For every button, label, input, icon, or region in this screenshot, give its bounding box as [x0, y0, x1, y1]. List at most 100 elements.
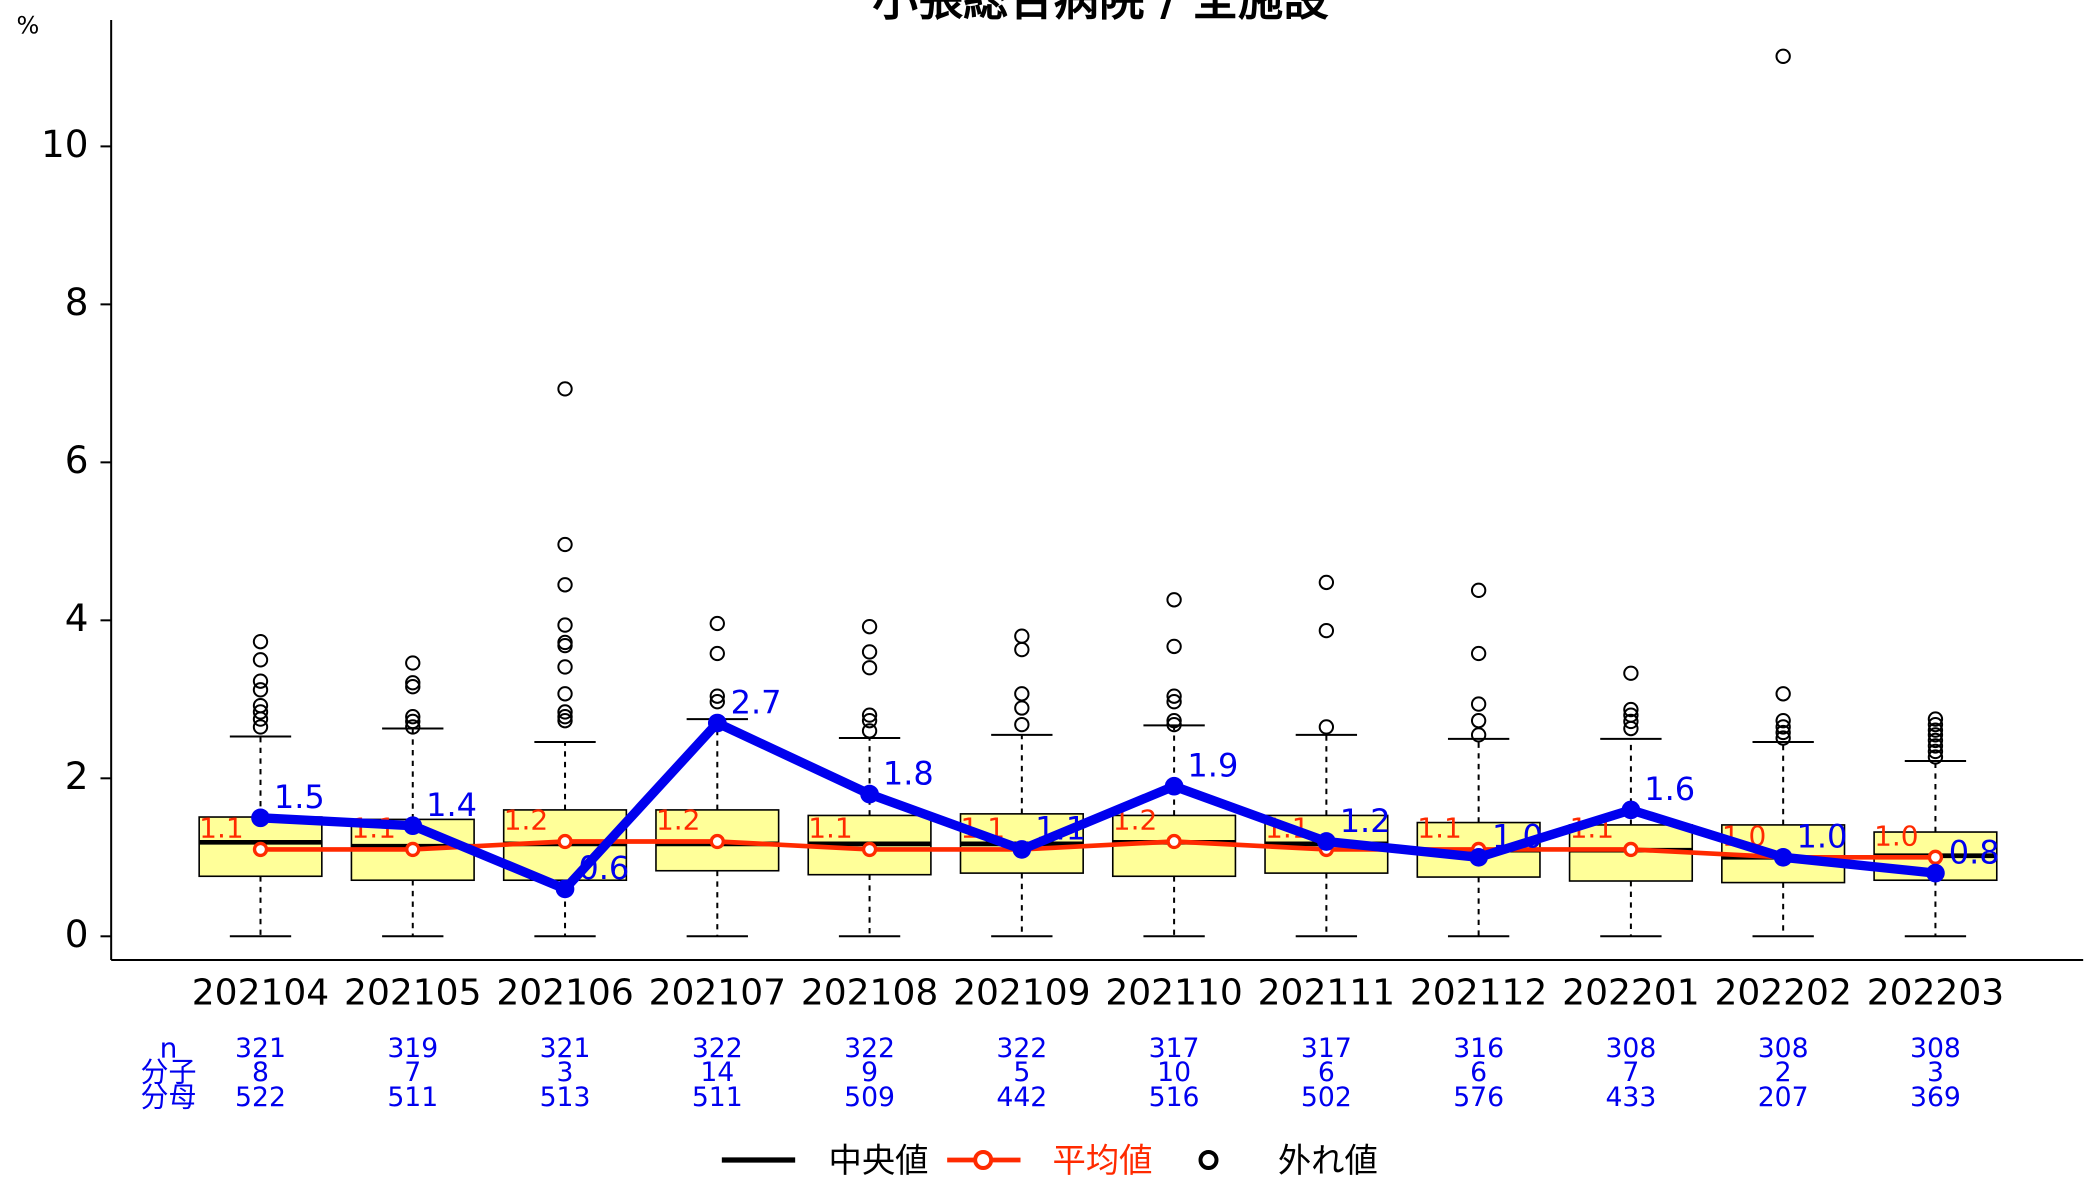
outlier: [1775, 712, 1791, 729]
x-tick-label: 202107: [649, 973, 786, 1014]
table-cell: 6: [1318, 1057, 1335, 1088]
mean-label: 1.1: [199, 811, 244, 844]
outlier: [405, 709, 421, 725]
table-cell: 321: [235, 1033, 286, 1064]
table-cell: 10: [1157, 1057, 1191, 1088]
outlier: [1927, 711, 1944, 727]
outlier: [405, 655, 421, 671]
mean-point: [861, 841, 878, 858]
hospital-label: 1.1: [1035, 810, 1086, 848]
table-cell: 502: [1301, 1082, 1352, 1113]
outlier: [1927, 732, 1944, 749]
outlier: [861, 712, 878, 729]
mean-point: [557, 833, 573, 850]
hospital-point: [1621, 800, 1641, 820]
hospital-label: 1.9: [1187, 747, 1238, 785]
outlier: [861, 660, 878, 676]
outlier: [405, 675, 421, 691]
outlier: [1623, 720, 1639, 737]
table-cell: 513: [540, 1082, 591, 1113]
hospital-point: [403, 816, 423, 836]
x-tick-label: 202112: [1410, 973, 1547, 1014]
outlier: [1318, 574, 1335, 591]
outlier: [1014, 628, 1030, 644]
outlier: [557, 686, 573, 702]
outlier: [1014, 641, 1030, 658]
outlier: [1927, 738, 1944, 754]
x-tick-label: 202110: [1105, 973, 1242, 1014]
legend-outlier-key: [1198, 1150, 1219, 1170]
outlier: [1775, 730, 1791, 746]
outlier: [1166, 716, 1182, 733]
outlier: [1318, 622, 1335, 639]
table-cell: 7: [404, 1057, 421, 1088]
outlier: [1775, 724, 1791, 741]
table-cell: 308: [1910, 1033, 1961, 1064]
x-tick-label: 202108: [801, 973, 938, 1014]
outlier: [1166, 688, 1182, 704]
x-tick-label: 202109: [953, 973, 1090, 1014]
y-tick-label: 2: [65, 754, 89, 798]
outlier: [1623, 665, 1639, 681]
outlier: [252, 711, 269, 727]
y-tick-label: 6: [65, 438, 89, 482]
x-tick-label: 202201: [1562, 973, 1699, 1014]
mean-point: [1623, 841, 1639, 858]
table-cell: 516: [1149, 1082, 1200, 1113]
table-cell: 522: [235, 1082, 286, 1113]
table-cell: 322: [996, 1033, 1047, 1064]
hospital-point: [860, 784, 879, 804]
hospital-label: 1.0: [1797, 818, 1848, 856]
table-cell: 6: [1470, 1057, 1487, 1088]
x-tick-label: 202104: [192, 973, 329, 1014]
outlier: [557, 709, 573, 725]
outlier: [1927, 716, 1944, 733]
outlier: [557, 634, 573, 651]
outlier: [557, 617, 573, 633]
outlier: [557, 659, 573, 675]
hospital-label: 1.6: [1644, 770, 1695, 808]
y-tick-label: 10: [41, 122, 89, 166]
hospital-point: [1469, 847, 1488, 867]
outlier: [709, 615, 725, 632]
mean-point: [1166, 833, 1182, 850]
outlier: [709, 694, 725, 710]
table-cell: 308: [1605, 1033, 1656, 1064]
outlier: [1166, 638, 1182, 655]
table-cell: 2: [1775, 1057, 1792, 1088]
outlier: [557, 381, 573, 397]
hospital-label: 1.5: [274, 778, 325, 816]
outlier: [1470, 582, 1487, 598]
table-cell: 9: [861, 1057, 878, 1088]
hospital-point: [555, 879, 575, 899]
outlier: [252, 704, 269, 720]
outlier: [1014, 686, 1030, 702]
table-cell: 321: [540, 1033, 591, 1064]
outlier: [1623, 701, 1639, 718]
table-cell: 207: [1758, 1082, 1809, 1113]
hospital-label: 2.7: [731, 683, 782, 721]
outlier: [252, 673, 269, 689]
mean-point: [405, 841, 421, 858]
outlier: [709, 645, 725, 662]
hospital-point: [251, 808, 270, 828]
hospital-point: [707, 713, 727, 733]
hospital-point: [1012, 840, 1032, 859]
outlier: [557, 704, 573, 720]
y-tick-label: 4: [65, 596, 89, 640]
table-cell: 316: [1453, 1033, 1504, 1064]
hospital-label: 1.0: [1492, 818, 1543, 856]
table-cell: 14: [700, 1057, 734, 1088]
outlier: [405, 679, 421, 695]
outlier: [252, 633, 269, 650]
hospital-point: [1164, 776, 1184, 796]
table-cell: 317: [1149, 1033, 1200, 1064]
hospital-label: 1.2: [1340, 802, 1391, 840]
y-axis-label: %: [17, 12, 40, 40]
outlier: [252, 652, 269, 668]
outlier: [1470, 645, 1487, 662]
table-cell: 3: [1927, 1057, 1944, 1088]
mean-point: [1927, 849, 1944, 865]
outlier: [1623, 713, 1639, 730]
